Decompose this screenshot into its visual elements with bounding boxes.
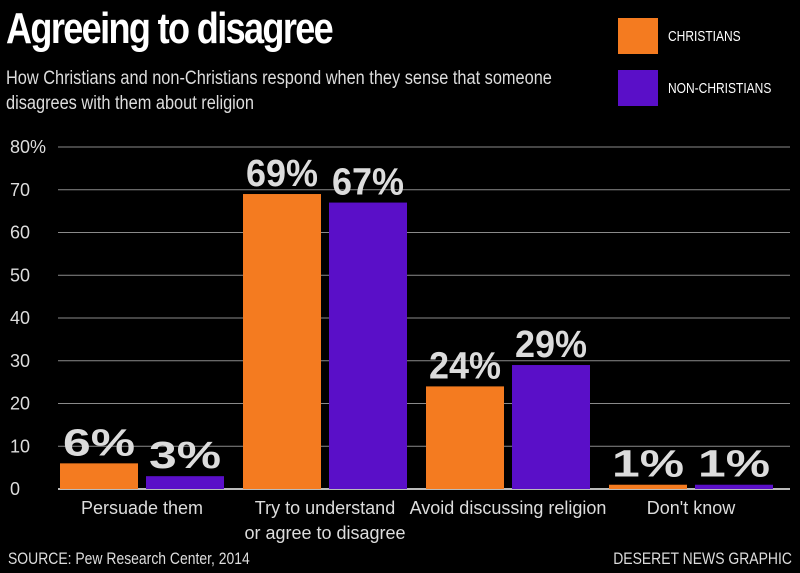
y-tick-label-70: 70 xyxy=(10,180,30,200)
y-tick-label-0: 0 xyxy=(10,479,20,499)
y-tick-label-10: 10 xyxy=(10,436,30,456)
data-label-non-christians-0: 3% xyxy=(149,435,221,477)
bar-non-christians-0 xyxy=(146,476,224,489)
category-label-3: Don't know xyxy=(647,498,736,518)
data-label-christians-1: 69% xyxy=(246,153,318,195)
legend-swatch-christians xyxy=(618,18,658,54)
data-label-non-christians-2: 29% xyxy=(515,324,587,366)
y-tick-label-60: 60 xyxy=(10,223,30,243)
bar-non-christians-3 xyxy=(695,484,773,489)
bar-christians-3 xyxy=(609,484,687,489)
category-label-1-line-0: Try to understand xyxy=(255,498,395,518)
y-tick-label-40: 40 xyxy=(10,308,30,328)
legend-label-christians: CHRISTIANS xyxy=(668,27,741,45)
bar-non-christians-2 xyxy=(512,365,590,489)
category-label-1-line-1: or agree to disagree xyxy=(244,523,405,543)
bar-non-christians-1 xyxy=(329,202,407,489)
source-note: SOURCE: Pew Research Center, 2014 xyxy=(8,549,250,568)
y-tick-label-50: 50 xyxy=(10,265,30,285)
y-tick-label-80: 80% xyxy=(10,137,46,157)
legend-item-christians: CHRISTIANS xyxy=(618,18,759,54)
bar-christians-0 xyxy=(60,463,138,489)
chart-title: Agreeing to disagree xyxy=(6,4,334,53)
chart-subtitle: How Christians and non-Christians respon… xyxy=(6,68,552,114)
category-label-2: Avoid discussing religion xyxy=(410,498,607,518)
legend-item-non-christians: NON-CHRISTIANS xyxy=(618,70,797,106)
y-tick-label-30: 30 xyxy=(10,351,30,371)
y-tick-label-20: 20 xyxy=(10,394,30,414)
graphic-credit: DESERET NEWS GRAPHIC xyxy=(613,549,792,568)
data-label-christians-3: 1% xyxy=(612,444,684,486)
legend-label-non-christians: NON-CHRISTIANS xyxy=(668,79,772,97)
bar-christians-1 xyxy=(243,194,321,489)
data-label-christians-2: 24% xyxy=(429,345,501,387)
bar-christians-2 xyxy=(426,386,504,489)
data-label-christians-0: 6% xyxy=(63,422,135,464)
category-label-0: Persuade them xyxy=(81,498,203,518)
data-label-non-christians-3: 1% xyxy=(698,444,770,486)
data-label-non-christians-1: 67% xyxy=(332,162,404,204)
legend-swatch-non-christians xyxy=(618,70,658,106)
